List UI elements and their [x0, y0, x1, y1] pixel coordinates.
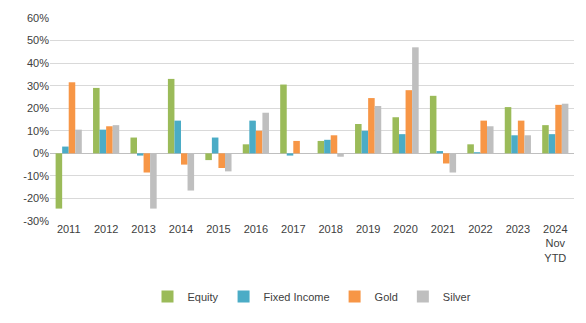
svg-text:0%: 0%	[33, 147, 49, 159]
svg-text:-30%: -30%	[23, 215, 49, 227]
svg-text:40%: 40%	[27, 57, 49, 69]
svg-text:2012: 2012	[94, 223, 118, 235]
svg-text:30%: 30%	[27, 80, 49, 92]
svg-text:2024NovYTD: 2024NovYTD	[543, 223, 567, 264]
svg-text:2011: 2011	[57, 223, 81, 235]
svg-text:2020: 2020	[393, 223, 417, 235]
svg-text:10%: 10%	[27, 125, 49, 137]
svg-text:2019: 2019	[356, 223, 380, 235]
svg-text:Equity: Equity	[188, 291, 219, 303]
svg-text:2017: 2017	[281, 223, 305, 235]
svg-text:-10%: -10%	[23, 170, 49, 182]
svg-text:2018: 2018	[318, 223, 342, 235]
svg-text:2016: 2016	[244, 223, 268, 235]
svg-text:2014: 2014	[169, 223, 193, 235]
svg-text:Fixed Income: Fixed Income	[264, 291, 330, 303]
svg-text:2021: 2021	[431, 223, 455, 235]
svg-text:2023: 2023	[506, 223, 530, 235]
svg-text:Gold: Gold	[375, 291, 398, 303]
svg-text:-20%: -20%	[23, 192, 49, 204]
svg-text:20%: 20%	[27, 102, 49, 114]
svg-text:Silver: Silver	[443, 291, 471, 303]
svg-text:50%: 50%	[27, 34, 49, 46]
svg-text:2015: 2015	[206, 223, 230, 235]
svg-text:2013: 2013	[131, 223, 155, 235]
svg-text:2022: 2022	[468, 223, 492, 235]
svg-text:60%: 60%	[27, 12, 49, 24]
